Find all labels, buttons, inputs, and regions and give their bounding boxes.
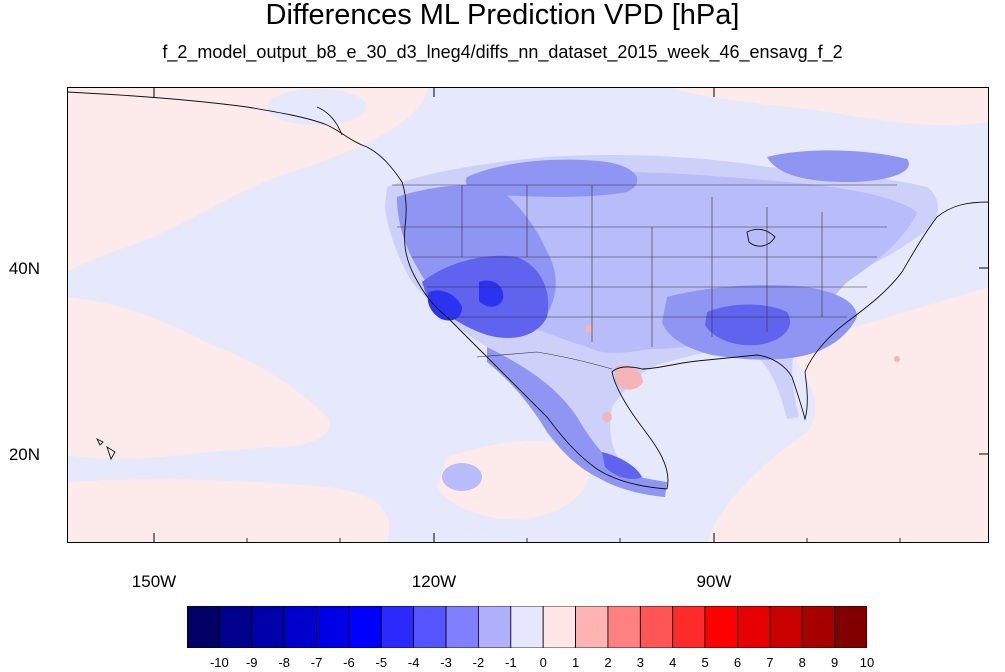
colorbar-swatch: [380, 605, 415, 649]
colorbar-swatch: [413, 605, 447, 649]
colorbar-tick-label: 7: [766, 655, 774, 670]
colorbar-tick-label: -10: [209, 655, 229, 670]
colorbar-swatch: [737, 605, 771, 649]
pink-ocean-patch-atlantic: [707, 287, 989, 543]
political-borders: [392, 184, 897, 370]
positive-anomaly-spot: [602, 412, 612, 422]
colorbar-swatch: [607, 605, 641, 649]
colorbar-tick-label: -4: [407, 655, 420, 670]
colorbar-tick-label: 10: [859, 655, 875, 670]
colorbar-tick-label: -7: [310, 655, 323, 670]
lon-label-150w: 150W: [131, 572, 177, 591]
colorbar-swatch: [769, 605, 803, 649]
colorbar-swatch: [186, 605, 220, 649]
colorbar-swatch: [283, 605, 317, 649]
colorbar-tick-label: -9: [245, 655, 258, 670]
colorbar-tick-label: -2: [472, 655, 485, 670]
colorbar-swatch: [639, 605, 674, 649]
colorbar-swatch: [834, 605, 868, 649]
colorbar-swatch: [251, 605, 285, 649]
colorbar-tick-label: 6: [733, 655, 742, 670]
colorbar-tick-label: 5: [701, 655, 709, 670]
map-plot: [67, 87, 989, 543]
colorbar-swatch: [801, 605, 836, 649]
colorbar-tick-label: 8: [798, 655, 806, 670]
colorbar-tick-label: -5: [375, 655, 388, 670]
lat-label-40n: 40N: [8, 259, 40, 278]
land-mid-north: [465, 159, 638, 197]
map-svg: [67, 87, 989, 543]
colorbar-tick-label: -8: [278, 655, 290, 670]
colorbar-swatch: [510, 605, 544, 649]
hawaii-island: [95, 437, 104, 446]
colorbar-swatch: [348, 605, 382, 649]
gulf-atlantic-coastline: [611, 201, 989, 490]
map-frame: [67, 87, 989, 543]
pink-ocean-patch-north: [667, 87, 989, 126]
axis-ticks: [153, 87, 989, 543]
land-darkest-california: [427, 290, 462, 321]
colorbar-tick-label: 1: [571, 655, 580, 670]
lon-label-90w: 90W: [696, 572, 732, 591]
colorbar-swatch: [672, 605, 706, 649]
pacific-coastline: [67, 91, 668, 490]
pink-ocean-patch-southwest: [67, 297, 330, 459]
colorbar-tick-label: 2: [604, 655, 612, 670]
colorbar-tick-label: -6: [343, 655, 355, 670]
land-mid-canada-east: [767, 150, 909, 182]
colorbar-swatch: [575, 605, 609, 649]
colorbar-tick-label: -1: [505, 655, 517, 670]
hawaii-island: [106, 445, 116, 461]
positive-anomaly-texas: [615, 365, 643, 390]
colorbar-swatch: [445, 605, 479, 649]
ocean-blue-patch: [442, 463, 482, 491]
map-subtitle: f_2_model_output_b8_e_30_d3_lneg4/diffs_…: [162, 42, 843, 62]
pink-ocean-patch-south: [67, 479, 390, 543]
lat-label-20n: 20N: [8, 445, 40, 464]
colorbar-tick-label: 4: [669, 655, 677, 670]
us-mexico-border: [476, 351, 613, 370]
coastlines: [67, 91, 989, 490]
minor-axis-ticks: [246, 538, 901, 543]
colorbar-svg: [186, 605, 868, 649]
alaska-panhandle: [316, 106, 343, 136]
colorbar-tick-label: 9: [830, 655, 839, 670]
colorbar-swatch: [478, 605, 512, 649]
colorbar-tick-label: 0: [539, 655, 547, 670]
positive-anomaly-spot: [585, 325, 593, 333]
colorbar: [186, 605, 868, 649]
pink-ocean-patch-northwest: [67, 87, 427, 272]
positive-anomaly-spot: [894, 356, 900, 362]
colorbar-tick-label: -3: [440, 655, 452, 670]
state-borders-horizontal: [397, 226, 887, 318]
colorbar-swatch: [316, 605, 350, 649]
great-lakes: [746, 228, 776, 247]
colorbar-swatch: [542, 605, 576, 649]
lon-label-120w: 120W: [411, 572, 457, 591]
colorbar-tick-label: 3: [636, 655, 644, 670]
land-dark-southern-mexico: [602, 452, 642, 479]
map-title: Differences ML Prediction VPD [hPa]: [265, 0, 740, 31]
pink-ocean-patch-pacific-mexico: [437, 440, 590, 520]
colorbar-swatch: [704, 605, 738, 649]
land-mexico: [487, 347, 667, 497]
colorbar-swatch: [218, 605, 253, 649]
land-dark-gulf-states: [705, 304, 791, 346]
